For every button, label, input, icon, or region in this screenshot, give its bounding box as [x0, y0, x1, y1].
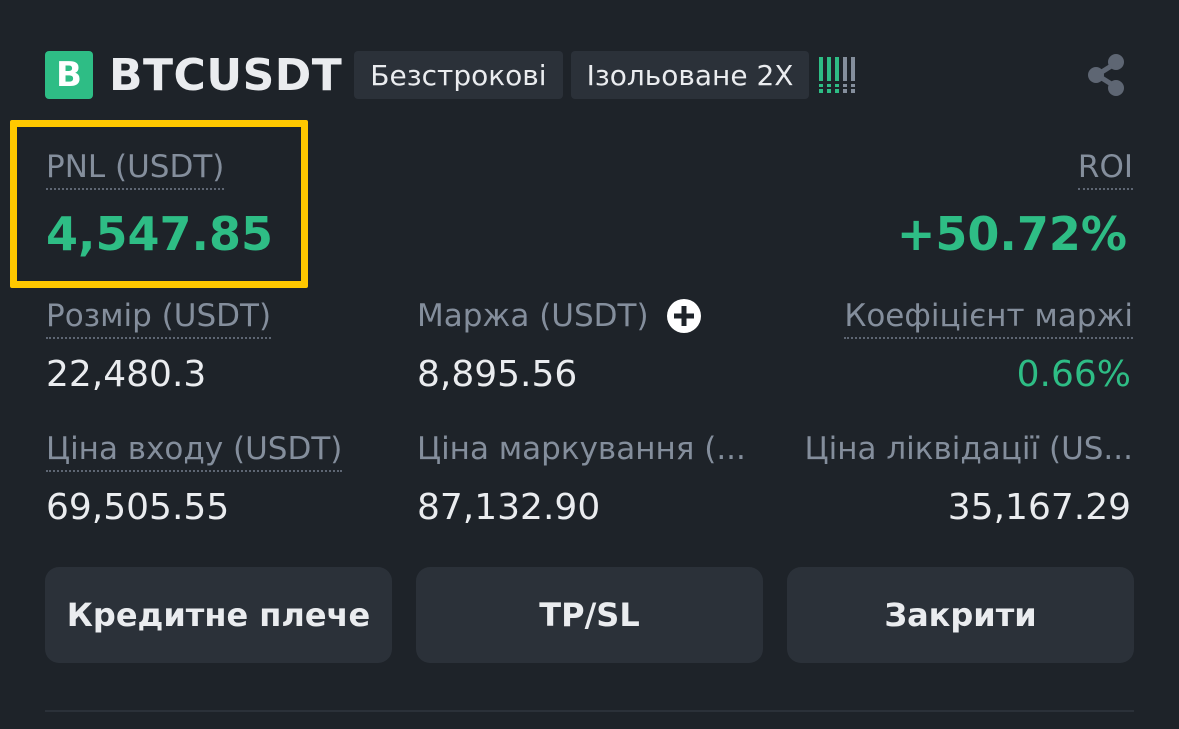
pnl-highlight-box [10, 120, 308, 288]
contract-type-tag: Безстрокові [354, 51, 563, 99]
leverage-button[interactable]: Кредитне плече [45, 567, 392, 663]
size-label[interactable]: Розмір (USDT) [46, 297, 272, 339]
add-margin-icon[interactable] [667, 299, 701, 333]
liquidation-price-label: Ціна ліквідації (US... [804, 431, 1133, 467]
roi-label[interactable]: ROI [1077, 148, 1133, 190]
mark-price-value: 87,132.90 [417, 487, 601, 528]
tpsl-button[interactable]: TP/SL [416, 567, 763, 663]
entry-price-label[interactable]: Ціна входу (USDT) [46, 430, 343, 472]
divider [45, 710, 1134, 712]
symbol-title[interactable]: BTCUSDT [109, 49, 343, 101]
signal-strength-icon [819, 57, 859, 93]
position-header: B BTCUSDT Безстрокові Ізольоване 2X [45, 48, 1134, 102]
contract-badge: B [45, 51, 93, 99]
pnl-value: 4,547.85 [46, 207, 273, 261]
roi-value: +50.72% [896, 207, 1127, 261]
pnl-label[interactable]: PNL (USDT) [46, 148, 225, 190]
share-icon[interactable] [1080, 48, 1134, 102]
margin-label: Маржа (USDT) [417, 298, 649, 334]
margin-value: 8,895.56 [417, 354, 578, 395]
entry-price-value: 69,505.55 [46, 487, 230, 528]
margin-ratio-label[interactable]: Коефіцієнт маржі [844, 297, 1133, 339]
margin-mode-tag[interactable]: Ізольоване 2X [570, 51, 810, 99]
size-value: 22,480.3 [46, 354, 207, 395]
margin-ratio-value: 0.66% [1016, 354, 1131, 395]
mark-price-label: Ціна маркування (... [417, 431, 746, 467]
liquidation-price-value: 35,167.29 [947, 487, 1131, 528]
close-position-button[interactable]: Закрити [787, 567, 1134, 663]
